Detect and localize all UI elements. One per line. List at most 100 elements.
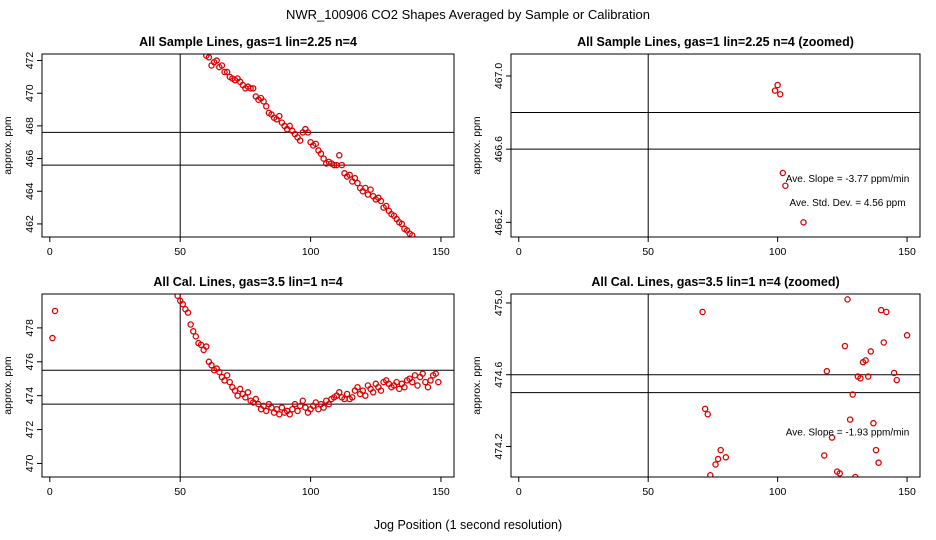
data-point [701,405,709,413]
data-point [377,197,385,205]
data-point [435,378,442,386]
y-tick-label: 474 [24,387,36,405]
data-point [312,140,320,148]
data-point [872,446,880,454]
data-point [414,382,421,389]
y-axis-label: approx. ppm [2,356,14,415]
panel-title: All Sample Lines, gas=1 lin=2.25 n=4 [139,35,357,49]
data-point [846,416,854,423]
data-point [875,459,882,466]
data-point [189,328,197,335]
data-point [362,392,369,399]
data-point [401,383,408,391]
data-point [712,461,719,468]
data-point [252,395,260,403]
chart-panel-4: All Cal. Lines, gas=3.5 lin=1 n=4 (zoome… [471,275,921,498]
data-point [247,85,254,92]
data-point [296,137,304,144]
y-tick-label: 468 [24,117,36,135]
y-axis-label: approx. ppm [2,116,14,175]
data-point [382,202,390,210]
data-point [820,452,828,459]
y-axis-label: approx. ppm [471,356,483,415]
data-point [343,390,351,398]
annotation-text: Ave. Slope = -3.77 ppm/min [786,174,910,185]
data-point [774,81,781,89]
data-point [867,348,875,355]
x-tick-label: 50 [642,486,654,498]
data-point [203,343,210,350]
data-point [836,470,844,477]
plot-frame [41,293,455,478]
data-point [782,182,789,190]
data-point [351,174,359,182]
data-point [289,405,296,413]
x-tick-label: 100 [769,486,787,498]
y-tick-label: 462 [24,215,36,233]
x-tick-label: 50 [174,486,186,498]
y-tick-label: 470 [24,455,36,473]
data-point [707,471,714,477]
data-point [422,378,429,386]
data-point [841,342,849,350]
data-point [223,68,231,76]
data-point [336,389,343,396]
data-point [883,308,890,316]
chart-panel-1: All Sample Lines, gas=1 lin=2.25 n=4 appr… [2,35,455,258]
data-point [349,394,356,401]
y-tick-label: 475.0 [493,290,505,316]
data-point [369,389,377,396]
data-point [276,411,283,418]
y-tick-label: 474.2 [493,433,505,459]
data-point [823,367,831,375]
x-tick-label: 150 [898,246,916,258]
annotation-text: Ave. Std. Dev. = 4.56 ppm [789,198,905,209]
chart-panel-2: All Sample Lines, gas=1 lin=2.25 n=4 (zo… [471,35,921,258]
data-point [320,155,327,162]
x-tick-label: 50 [642,246,654,258]
data-point [354,383,361,391]
x-tick-label: 150 [432,246,450,258]
data-point [244,389,252,396]
data-point [828,434,836,441]
data-point [304,129,312,136]
y-tick-label: 464 [24,182,36,200]
data-point [717,446,724,454]
data-point [771,87,779,94]
data-point [205,54,213,61]
data-point [223,372,231,379]
data-point [187,321,194,328]
data-point [377,387,385,394]
data-points [203,54,416,237]
data-point [320,404,327,411]
data-point [893,376,900,384]
plot-frame [510,53,921,238]
data-point [49,334,56,342]
y-tick-label: 472 [24,52,36,70]
data-point [208,361,215,369]
plot-frame [41,53,455,238]
data-point [263,103,270,110]
data-point [844,296,851,303]
data-point [903,332,911,339]
data-point [776,91,784,98]
data-point [367,186,374,193]
data-point [862,357,869,364]
y-tick-label: 466.2 [493,209,505,235]
data-point [704,410,711,418]
data-point [419,370,426,377]
data-point [395,385,403,393]
data-point [286,411,293,418]
data-points [699,296,911,477]
y-tick-label: 467.0 [493,63,505,89]
data-point [359,387,366,394]
chart-panel-3: All Cal. Lines, gas=3.5 lin=1 n=4 approx.… [2,275,455,498]
data-point [722,454,730,461]
data-point [286,122,293,130]
data-point [192,333,200,340]
y-axis-label: approx. ppm [471,116,483,175]
data-point [249,85,257,92]
data-point [236,385,244,393]
data-point [779,169,787,177]
